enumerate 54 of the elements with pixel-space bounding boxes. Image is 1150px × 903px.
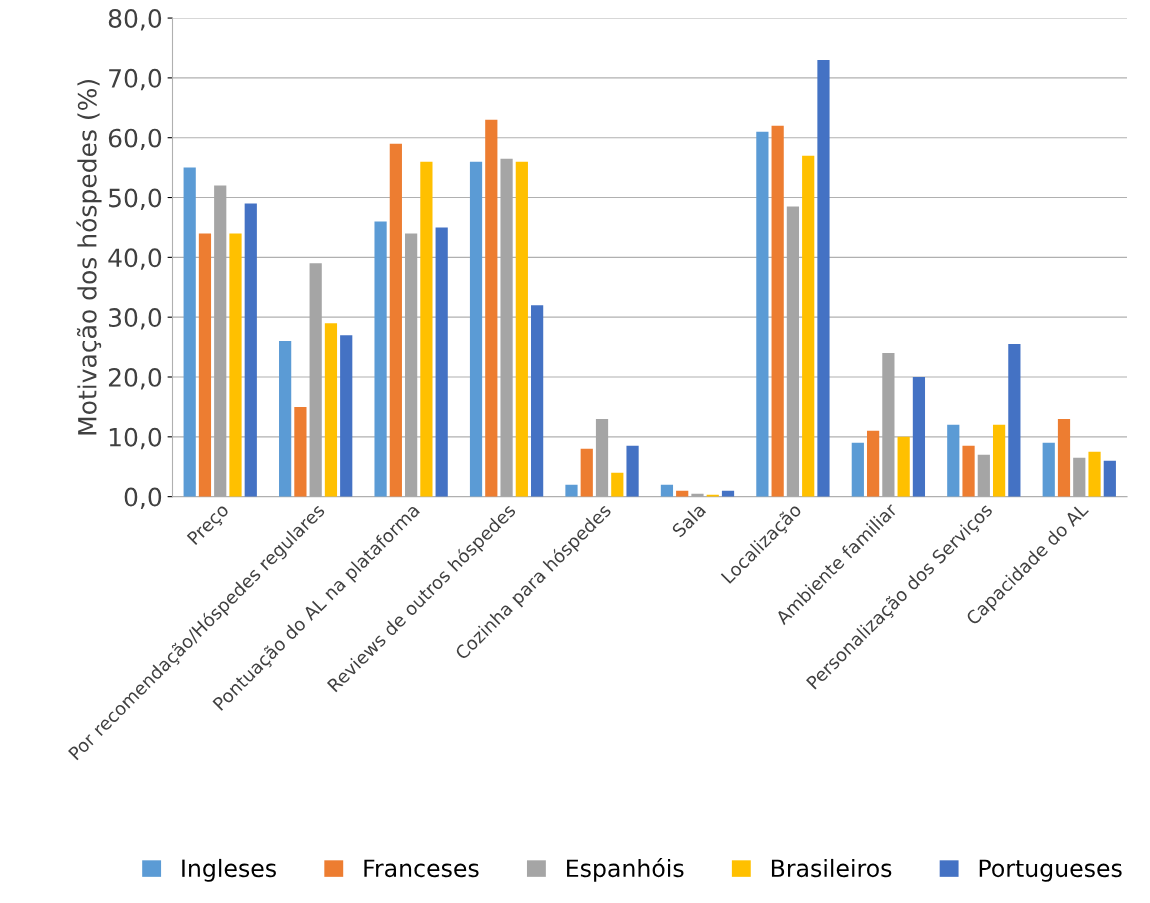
bar <box>1008 344 1021 497</box>
y-tick-label: 40,0 <box>108 248 162 270</box>
y-tick-label: 60,0 <box>108 128 162 151</box>
bar <box>469 161 483 497</box>
bar <box>279 341 292 497</box>
y-tick-label: 20,0 <box>108 367 162 390</box>
y-tick-label: 30,0 <box>109 308 162 330</box>
bar <box>992 424 1006 497</box>
bar <box>1057 418 1071 497</box>
bar <box>389 143 402 497</box>
bar <box>977 454 990 497</box>
bar <box>435 227 448 497</box>
bar <box>866 430 880 497</box>
bar <box>817 59 830 497</box>
bar <box>515 161 528 497</box>
bar <box>565 484 578 497</box>
bar <box>1073 457 1086 497</box>
legend-label: Brasileiros <box>771 858 892 878</box>
y-tick-label: 50,0 <box>109 188 162 210</box>
bar <box>294 406 307 497</box>
bar <box>851 442 864 497</box>
bar <box>947 424 960 497</box>
bar <box>183 167 196 497</box>
bar <box>485 119 498 497</box>
bar <box>912 377 926 497</box>
y-tick-label: 0,0 <box>124 487 162 510</box>
legend-label: Espanhóis <box>567 857 684 882</box>
bar <box>1103 460 1116 497</box>
legend-label: Portugueses <box>979 859 1122 882</box>
bar <box>962 445 975 497</box>
bar <box>198 233 212 497</box>
bar <box>1088 451 1101 497</box>
bar <box>324 323 338 497</box>
bar <box>771 125 784 497</box>
bar <box>340 335 353 497</box>
y-tick-label: 10,0 <box>109 427 162 450</box>
bar <box>611 472 624 497</box>
y-tick-label: 70,0 <box>109 68 162 91</box>
bar <box>420 161 433 497</box>
y-tick-label: 80,0 <box>108 9 162 31</box>
bar <box>802 155 815 497</box>
bar <box>374 221 387 497</box>
bar <box>229 233 242 497</box>
bar <box>756 131 769 497</box>
bar <box>626 445 639 497</box>
y-axis-title: Motivação dos hóspedes (%) <box>76 79 102 435</box>
bar <box>897 436 910 497</box>
bar <box>531 305 544 497</box>
bar <box>244 203 257 497</box>
legend-label: Franceses <box>364 859 479 878</box>
legend-label: Ingleses <box>182 858 276 882</box>
bar <box>1042 442 1055 497</box>
bar <box>580 448 593 497</box>
bar <box>660 484 674 497</box>
